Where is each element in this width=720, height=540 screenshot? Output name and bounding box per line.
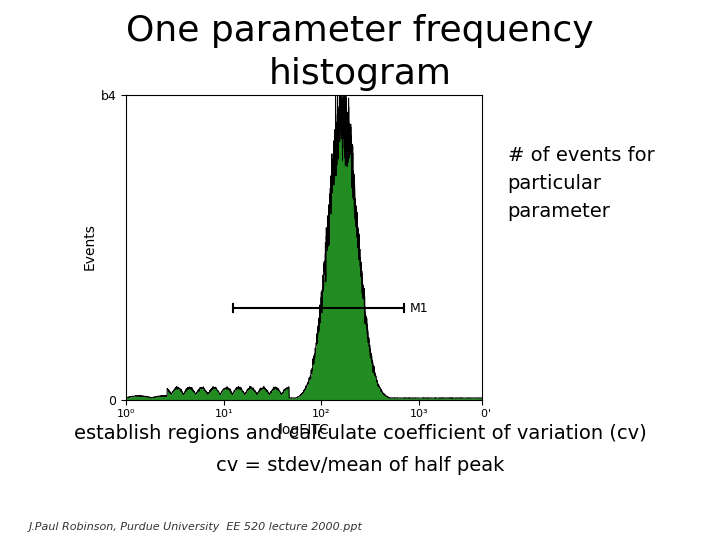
Y-axis label: Events: Events — [82, 224, 96, 271]
Text: M1: M1 — [410, 301, 428, 315]
Text: establish regions and calculate coefficient of variation (cv): establish regions and calculate coeffici… — [73, 424, 647, 443]
Text: J.Paul Robinson, Purdue University  EE 520 lecture 2000.ppt: J.Paul Robinson, Purdue University EE 52… — [29, 522, 363, 532]
Text: # of events for
particular
parameter: # of events for particular parameter — [508, 146, 654, 221]
Text: cv = stdev/mean of half peak: cv = stdev/mean of half peak — [216, 456, 504, 475]
Text: One parameter frequency: One parameter frequency — [126, 14, 594, 48]
X-axis label: logFITC: logFITC — [279, 423, 330, 437]
Text: histogram: histogram — [269, 57, 451, 91]
